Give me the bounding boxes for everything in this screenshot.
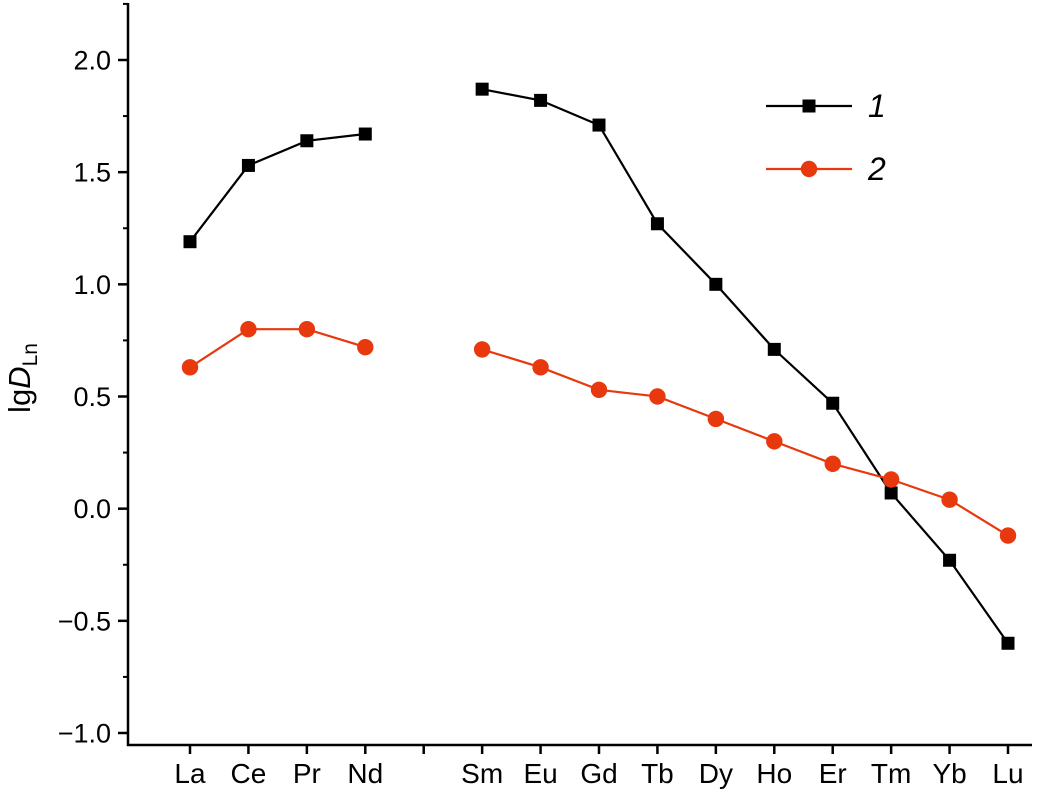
x-tick-label: Tm bbox=[871, 758, 911, 789]
y-tick-label: 0.0 bbox=[73, 494, 111, 524]
series-2-circle-marker bbox=[357, 338, 374, 356]
series-2-circle-marker bbox=[941, 491, 958, 508]
y-tick-label: 1.5 bbox=[73, 158, 111, 188]
series-1-square-marker bbox=[241, 158, 255, 172]
x-tick-label: Nd bbox=[347, 758, 383, 789]
series-2-circle-marker bbox=[473, 341, 491, 358]
axes-frame bbox=[126, 3, 1032, 747]
series-1-square-marker bbox=[884, 486, 898, 500]
series-2-circle-marker bbox=[707, 410, 725, 428]
series-2-circle-marker bbox=[824, 455, 841, 472]
series-1-square-marker bbox=[534, 93, 548, 107]
series-1-square-marker bbox=[358, 127, 372, 141]
series-2-circle-marker bbox=[240, 321, 257, 338]
x-tick-label: Er bbox=[819, 758, 847, 789]
series-1-square-marker bbox=[826, 396, 840, 410]
series-1-square-marker bbox=[1001, 636, 1015, 650]
series-1-square-marker bbox=[475, 82, 489, 96]
y-tick-label: −1.0 bbox=[58, 719, 111, 749]
series-1-square-marker bbox=[300, 134, 314, 148]
series-2-circle-marker bbox=[999, 527, 1017, 544]
series-2-circle-marker bbox=[298, 321, 316, 338]
series-2-circle-marker bbox=[649, 388, 666, 405]
series-1-square-marker bbox=[183, 235, 197, 249]
x-tick-label: Ce bbox=[231, 758, 267, 789]
y-tick-label: 0.5 bbox=[73, 382, 111, 412]
series-2-circle-marker bbox=[882, 471, 900, 488]
series-1-line bbox=[189, 132, 366, 243]
x-tick-label: Lu bbox=[992, 758, 1023, 789]
y-tick-label: 1.0 bbox=[73, 270, 111, 300]
series-1-square-marker bbox=[592, 118, 606, 132]
legend-label: 2 bbox=[867, 151, 886, 187]
x-tick-label: Eu bbox=[523, 758, 557, 789]
x-tick-label: Tb bbox=[641, 758, 674, 789]
series-1-square-marker bbox=[709, 277, 723, 291]
x-tick-label: La bbox=[174, 758, 206, 789]
legend-square-marker bbox=[802, 99, 816, 113]
series-1-square-marker bbox=[650, 217, 664, 231]
legend-circle-marker bbox=[800, 160, 818, 178]
y-tick-label: −0.5 bbox=[58, 606, 111, 636]
series-2-line bbox=[481, 348, 1009, 537]
series-1-line bbox=[481, 88, 1009, 644]
y-tick-label: 2.0 bbox=[73, 46, 111, 76]
x-tick-label: Sm bbox=[461, 758, 503, 789]
x-tick-label: Yb bbox=[932, 758, 966, 789]
series-1-square-marker bbox=[767, 342, 781, 356]
x-tick-label: Gd bbox=[580, 758, 617, 789]
series-1-square-marker bbox=[943, 553, 957, 567]
series-2-circle-marker bbox=[181, 359, 199, 376]
x-tick-label: Ho bbox=[756, 758, 792, 789]
legend-label: 1 bbox=[868, 88, 886, 124]
x-tick-label: Pr bbox=[293, 758, 321, 789]
x-tick-label: Dy bbox=[699, 758, 733, 789]
series-2-circle-marker bbox=[590, 381, 608, 398]
y-axis-label: lgDLn bbox=[2, 343, 42, 413]
series-2-line bbox=[189, 328, 366, 369]
series-2-circle-marker bbox=[532, 359, 549, 376]
series-2-circle-marker bbox=[766, 433, 783, 450]
